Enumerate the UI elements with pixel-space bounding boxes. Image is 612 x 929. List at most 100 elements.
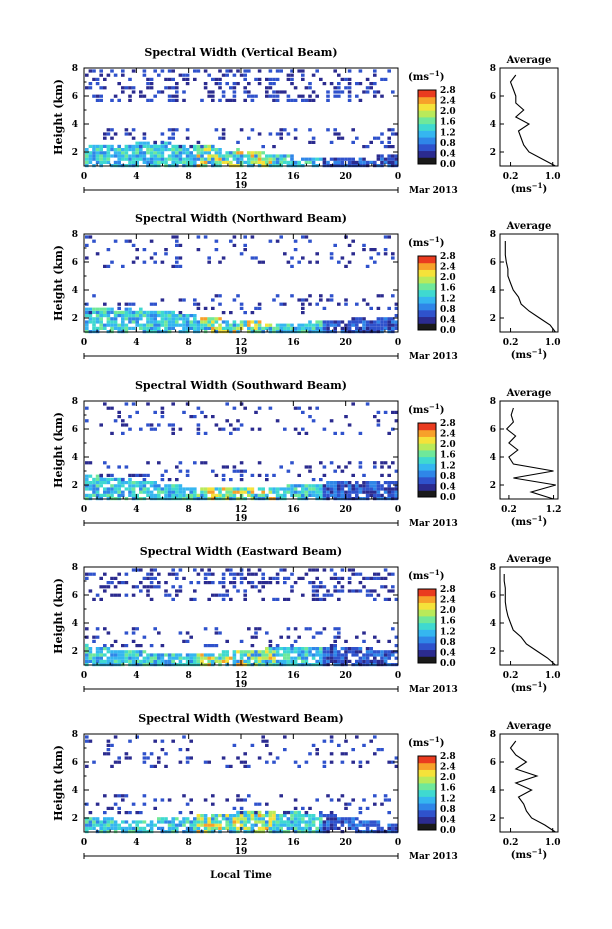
heatmap-cell: [135, 141, 139, 145]
heatmap-cell: [333, 650, 337, 654]
heatmap-cell: [236, 756, 240, 760]
heatmap-cell: [347, 94, 352, 98]
heatmap-cell: [153, 69, 157, 73]
heatmap-cell: [178, 490, 183, 494]
heatmap-cell: [189, 160, 193, 164]
heatmap-cell: [142, 484, 147, 488]
heatmap-cell: [164, 764, 168, 768]
heatmap-cell: [131, 631, 136, 635]
heatmap-cell: [167, 478, 172, 482]
heatmap-cell: [146, 572, 150, 576]
heatmap-cell: [142, 478, 147, 482]
heatmap-cell: [185, 639, 190, 643]
heatmap-cell: [193, 320, 197, 324]
heatmap-cell: [167, 154, 172, 158]
colorbar-swatch: [418, 289, 436, 297]
heatmap-cell: [128, 239, 132, 243]
heatmap-cell: [297, 493, 301, 497]
x-tick-label: 8: [186, 338, 192, 348]
heatmap-cell: [333, 576, 337, 580]
heatmap-cell: [297, 647, 301, 651]
heatmap-cell: [383, 235, 388, 239]
heatmap-cell: [131, 820, 136, 824]
heatmap-cell: [171, 132, 175, 136]
heatmap-cell: [203, 151, 208, 155]
heatmap-cell: [290, 826, 294, 830]
heatmap-cell: [319, 647, 323, 651]
heatmap-cell: [261, 735, 265, 739]
heatmap-cell: [189, 820, 193, 824]
heatmap-cell: [117, 154, 121, 158]
heatmap-cell: [117, 493, 121, 497]
heatmap-cell: [121, 490, 125, 494]
heatmap-cell: [135, 151, 139, 155]
heatmap-cell: [373, 589, 377, 593]
heatmap-cell: [110, 69, 114, 73]
heatmap-cell: [358, 157, 363, 161]
avg-x-tick-label: 1.0: [545, 838, 561, 848]
heatmap-cell: [211, 817, 215, 821]
colorbar-swatch: [418, 456, 436, 464]
heatmap-cell: [290, 820, 294, 824]
heatmap-cell: [394, 487, 399, 491]
heatmap-cell: [232, 656, 237, 660]
heatmap-cell: [196, 144, 201, 148]
heatmap-cell: [135, 248, 139, 252]
heatmap-cell: [85, 656, 89, 660]
heatmap-cell: [387, 157, 391, 161]
heatmap-cell: [182, 823, 186, 827]
heatmap-cell: [221, 427, 226, 431]
heatmap-cell: [308, 826, 312, 830]
heatmap-cell: [257, 650, 262, 654]
heatmap-cell: [193, 589, 197, 593]
heatmap-cell: [355, 490, 359, 494]
x-tick-label: 12: [235, 838, 248, 848]
heatmap-cell: [376, 653, 381, 657]
heatmap-cell: [221, 256, 226, 260]
y-tick-label: 2: [72, 314, 78, 324]
colorbar-swatch: [418, 96, 436, 104]
heatmap-cell: [257, 627, 262, 631]
heatmap-cell: [110, 323, 114, 327]
y-tick-label: 8: [72, 64, 78, 74]
heatmap-cell: [383, 320, 388, 324]
heatmap-cell: [257, 306, 262, 310]
heatmap-cell: [218, 326, 222, 330]
heatmap-cell: [135, 735, 139, 739]
heatmap-cell: [135, 823, 139, 827]
x-tick-label: 12: [235, 172, 248, 182]
heatmap-cell: [254, 77, 258, 81]
heatmap-cell: [315, 752, 319, 756]
heatmap-cell: [157, 760, 161, 764]
heatmap-cell: [365, 326, 370, 330]
heatmap-cell: [106, 743, 111, 747]
avg-y-tick-label: 6: [490, 258, 496, 268]
heatmap-cell: [283, 811, 287, 815]
heatmap-cell: [175, 151, 179, 155]
heatmap-cell: [304, 814, 309, 818]
heatmap-cell: [135, 811, 139, 815]
heatmap-cell: [279, 465, 283, 469]
heatmap-cell: [117, 98, 121, 102]
heatmap-cell: [200, 157, 204, 161]
heatmap-cell: [333, 128, 337, 132]
heatmap-cell: [182, 820, 186, 824]
heatmap-cell: [106, 631, 111, 635]
heatmap-cell: [383, 252, 388, 256]
heatmap-cell: [355, 823, 359, 827]
heatmap-cell: [146, 461, 150, 465]
heatmap-cell: [193, 323, 197, 327]
heatmap-cell: [351, 817, 355, 821]
heatmap-cell: [337, 86, 341, 90]
heatmap-cell: [337, 323, 341, 327]
heatmap-cell: [319, 585, 323, 589]
heatmap-cell: [369, 820, 373, 824]
heatmap-cell: [380, 154, 384, 158]
heatmap-cell: [113, 317, 118, 321]
heatmap-cell: [203, 144, 208, 148]
heatmap-cell: [106, 465, 111, 469]
heatmap-cell: [355, 650, 359, 654]
heatmap-cell: [261, 487, 265, 491]
heatmap-cell: [203, 86, 208, 90]
